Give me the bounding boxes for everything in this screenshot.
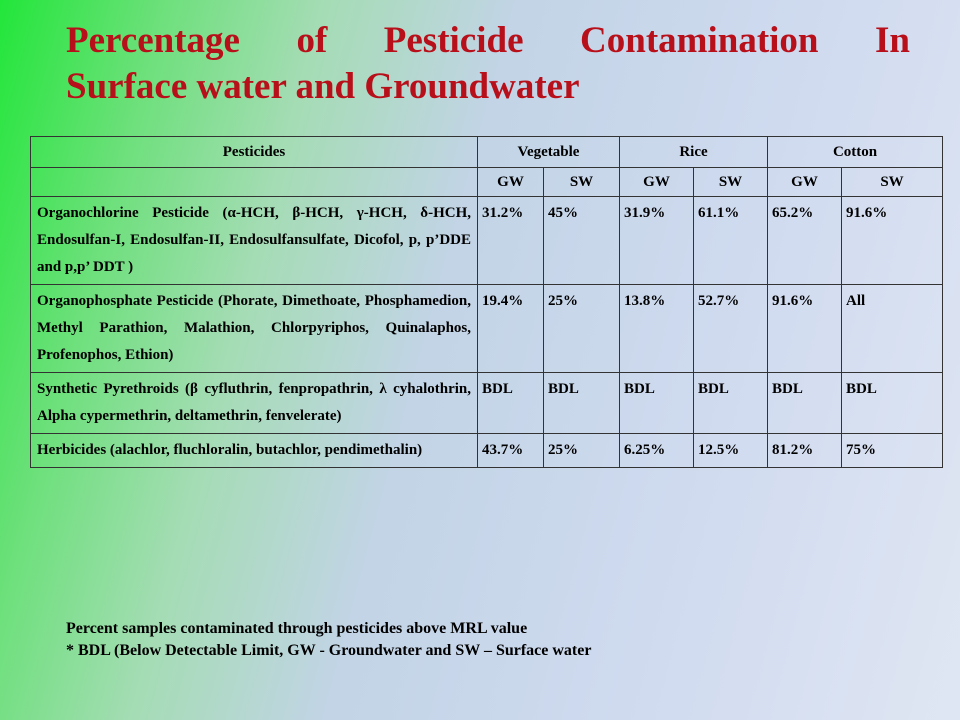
footnote-abbreviations: * BDL (Below Detectable Limit, GW - Grou… [66,642,592,659]
cell-value: 81.2% [767,433,843,468]
cell-value: BDL [619,372,694,434]
table-row: Organochlorine Pesticide (α-HCH, β-HCH, … [30,196,944,285]
subheader-veg-gw: GW [477,167,544,197]
cell-value: BDL [841,372,944,434]
cell-value: 75% [841,433,944,468]
cell-value: 31.2% [477,196,544,285]
table-header-row: Pesticides Vegetable Rice Cotton [30,136,944,168]
header-pesticides: Pesticides [30,136,478,168]
table-row: Herbicides (alachlor, fluchloralin, buta… [30,433,944,468]
slide-title: Percentage of Pesticide Contamination In… [66,18,910,110]
cell-value: 25% [543,284,620,373]
table-row: Organophosphate Pesticide (Phorate, Dime… [30,284,944,373]
subheader-cotton-sw: SW [841,167,944,197]
cell-value: 43.7% [477,433,544,468]
cell-value: 12.5% [692,433,769,468]
cell-value: 19.4% [477,284,544,373]
cell-value: 13.8% [619,284,694,373]
row-herbicides-name: Herbicides (alachlor, fluchloralin, buta… [30,433,478,468]
cell-value: All [841,284,944,373]
cell-value: 52.7% [692,284,769,373]
cell-value: 61.1% [692,196,769,285]
cell-value: 91.6% [767,284,843,373]
subheader-blank [30,167,478,197]
cell-value: 65.2% [767,196,843,285]
cell-value: 45% [543,196,620,285]
cell-value: BDL [692,372,769,434]
row-organochlorine-name: Organochlorine Pesticide (α-HCH, β-HCH, … [30,196,478,285]
cell-value: BDL [477,372,544,434]
cell-value: 91.6% [841,196,944,285]
header-rice: Rice [618,136,769,168]
pesticide-table: Pesticides Vegetable Rice Cotton GW SW G… [30,136,944,468]
cell-value: BDL [543,372,620,434]
table-row: Synthetic Pyrethroids (β cyfluthrin, fen… [30,372,944,434]
row-organophosphate-name: Organophosphate Pesticide (Phorate, Dime… [30,284,478,373]
footnotes: Percent samples contaminated through pes… [66,618,591,662]
cell-value: BDL [767,372,843,434]
footnote-mrl: Percent samples contaminated through pes… [66,620,528,637]
header-vegetable: Vegetable [477,136,620,168]
table-subheader-row: GW SW GW SW GW SW [30,167,944,197]
title-line-2: Surface water and Groundwater [66,66,580,107]
title-line-1: Percentage of Pesticide Contamination In [66,20,910,61]
header-cotton: Cotton [767,136,944,168]
subheader-rice-gw: GW [619,167,694,197]
row-pyrethroids-name: Synthetic Pyrethroids (β cyfluthrin, fen… [30,372,478,434]
cell-value: 31.9% [619,196,694,285]
cell-value: 25% [543,433,620,468]
subheader-veg-sw: SW [543,167,620,197]
cell-value: 6.25% [619,433,694,468]
subheader-rice-sw: SW [692,167,769,197]
subheader-cotton-gw: GW [767,167,843,197]
